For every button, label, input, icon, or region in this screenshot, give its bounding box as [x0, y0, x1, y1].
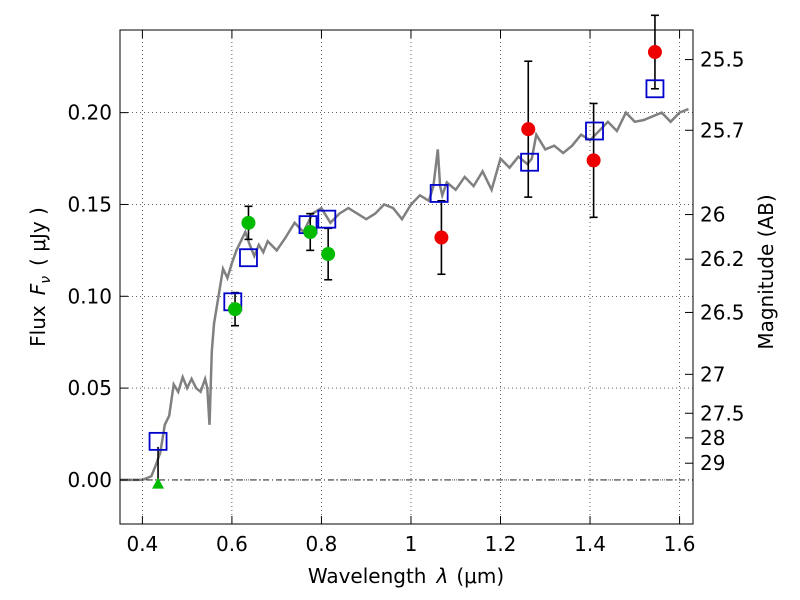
observed-point-red — [521, 122, 536, 137]
observed-point-green — [241, 215, 256, 230]
observed-point-green — [321, 247, 336, 262]
y2-axis-label: Magnitude (AB) — [754, 194, 778, 349]
x-axis-label: Wavelength λ (μm) — [308, 564, 504, 588]
observed-point-green — [303, 225, 318, 240]
x-axis-label-unit: (μm) — [456, 564, 504, 588]
upper-limit-triangle — [152, 477, 165, 489]
y2-tick-label: 26 — [700, 203, 725, 227]
y-tick-label: 0.00 — [67, 468, 112, 492]
y-axis-label-unit: ( μJy ) — [26, 207, 50, 266]
x-axis-label-text: Wavelength — [308, 564, 427, 588]
y-tick-label: 0.20 — [67, 101, 112, 125]
x-tick-label: 0.4 — [126, 532, 158, 556]
y2-tick-label: 27 — [700, 362, 725, 386]
observed-point-red — [586, 153, 601, 168]
y-axis-ticks: 0.00 0.05 0.10 0.15 0.20 — [67, 101, 128, 492]
model-square-point — [239, 248, 258, 268]
model-square-point — [585, 121, 604, 141]
model-square-point — [645, 79, 665, 99]
y-axis-label-symbol: F — [26, 283, 50, 295]
plot-background — [120, 30, 693, 524]
y-tick-label: 0.05 — [67, 376, 112, 400]
model-square-point — [520, 152, 540, 172]
model-spectrum-line — [120, 107, 689, 482]
observed-point-red — [434, 230, 449, 245]
model-square-point — [429, 184, 449, 203]
y2-tick-label: 26.5 — [700, 300, 745, 324]
y2-tick-label: 25.5 — [700, 48, 745, 72]
x-tick-label: 1.2 — [485, 532, 517, 556]
x-axis-ticks: 0.4 0.6 0.8 1 1.2 1.4 1.6 — [126, 30, 695, 556]
y2-tick-label: 25.7 — [700, 118, 745, 142]
x-tick-label: 0.8 — [306, 532, 338, 556]
y2-tick-label: 28 — [700, 426, 725, 450]
y2-tick-label: 26.2 — [700, 247, 745, 271]
y-axis-label-text: Flux — [26, 305, 50, 347]
y2-tick-label: 27.5 — [700, 401, 745, 425]
y-tick-label: 0.10 — [67, 284, 112, 308]
x-tick-label: 1.4 — [574, 532, 606, 556]
x-tick-label: 1.6 — [664, 532, 696, 556]
x-tick-label: 1 — [405, 532, 418, 556]
y2-tick-label: 29 — [700, 451, 725, 475]
y-axis-label-sub: ν — [38, 276, 54, 284]
plot-frame — [119, 29, 694, 525]
markers — [148, 45, 665, 489]
observed-point-red — [647, 45, 662, 60]
x-axis-label-symbol: λ — [436, 564, 449, 588]
observed-point-green — [228, 302, 243, 317]
model-square-point — [148, 431, 168, 451]
x-tick-label: 0.6 — [216, 532, 248, 556]
y-tick-label: 0.15 — [67, 192, 112, 216]
model-square-point — [317, 209, 337, 229]
y-axis-label: Flux Fν ( μJy ) — [26, 207, 54, 347]
